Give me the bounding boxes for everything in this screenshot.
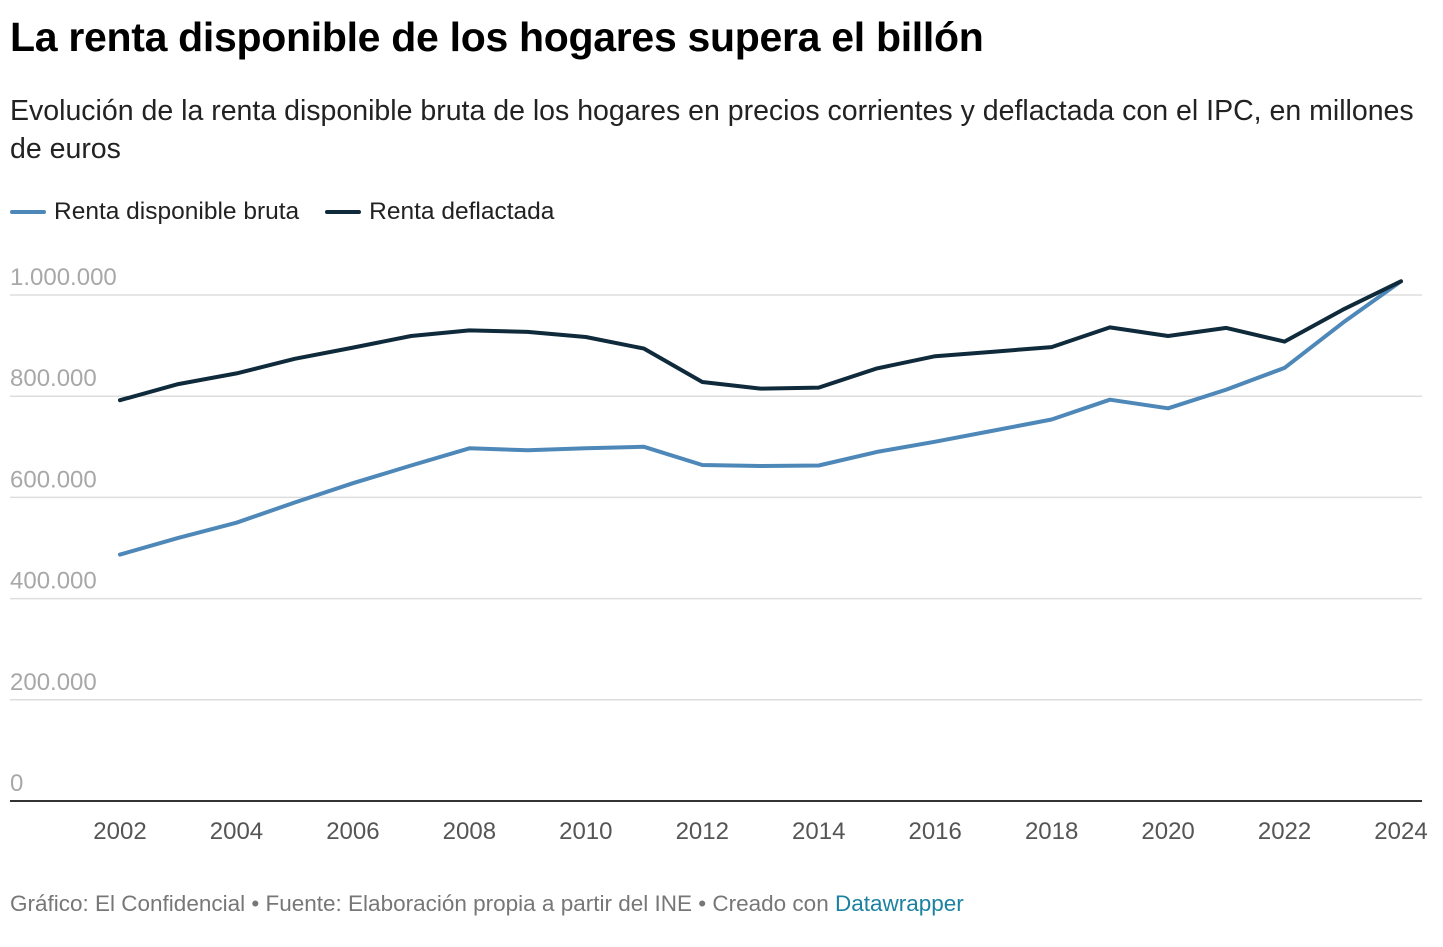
y-tick-label: 600.000 (10, 466, 97, 493)
legend-swatch-bruta (10, 210, 46, 214)
footer-separator: • (692, 891, 713, 916)
y-tick-label: 1.000.000 (10, 264, 117, 291)
legend-item-bruta: Renta disponible bruta (10, 198, 299, 226)
chart-subtitle: Evolución de la renta disponible bruta d… (10, 95, 1414, 165)
legend-swatch-deflactada (325, 210, 362, 214)
x-tick-label: 2014 (792, 818, 845, 845)
legend-item-deflactada: Renta deflactada (325, 198, 554, 226)
datawrapper-link[interactable]: Datawrapper (834, 891, 964, 916)
chart-title: La renta disponible de los hogares super… (10, 14, 984, 60)
chart-footer: Gráfico: El Confidencial • Fuente: Elabo… (10, 891, 964, 917)
legend-label-bruta: Renta disponible bruta (54, 198, 300, 225)
x-tick-label: 2022 (1258, 818, 1311, 845)
x-tick-label: 2006 (326, 818, 379, 845)
x-tick-label: 2018 (1025, 818, 1078, 845)
y-tick-label: 800.000 (10, 365, 97, 392)
x-tick-label: 2016 (908, 818, 961, 845)
y-tick-label: 400.000 (10, 568, 97, 595)
x-tick-label: 2012 (676, 818, 729, 845)
series-line-renta-bruta (118, 279, 1403, 557)
y-tick-label: 0 (10, 770, 23, 797)
series-line-renta-deflactada (118, 279, 1403, 403)
footer-source: Fuente: Elaboración propia a partir del … (265, 891, 693, 916)
x-tick-label: 2008 (443, 818, 496, 845)
y-tick-label: 200.000 (10, 669, 97, 696)
x-tick-label: 2024 (1374, 818, 1427, 845)
x-tick-label: 2010 (559, 818, 612, 845)
legend: Renta disponible bruta Renta deflactada (10, 198, 580, 226)
x-tick-label: 2004 (210, 818, 263, 845)
x-tick-label: 2020 (1141, 818, 1194, 845)
footer-separator: • (245, 891, 266, 916)
x-tick-label: 2002 (93, 818, 146, 845)
legend-label-deflactada: Renta deflactada (369, 198, 555, 225)
footer-credit: Gráfico: El Confidencial (10, 891, 246, 916)
footer-created: Creado con (712, 891, 835, 916)
line-chart: 0 200.000 400.000 600.000 800.000 1.000.000 20… (10, 264, 1428, 845)
